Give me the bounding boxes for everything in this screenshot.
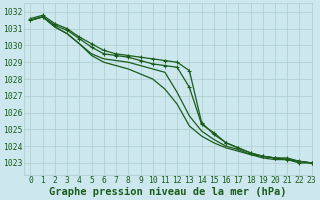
X-axis label: Graphe pression niveau de la mer (hPa): Graphe pression niveau de la mer (hPa) [49,186,287,197]
